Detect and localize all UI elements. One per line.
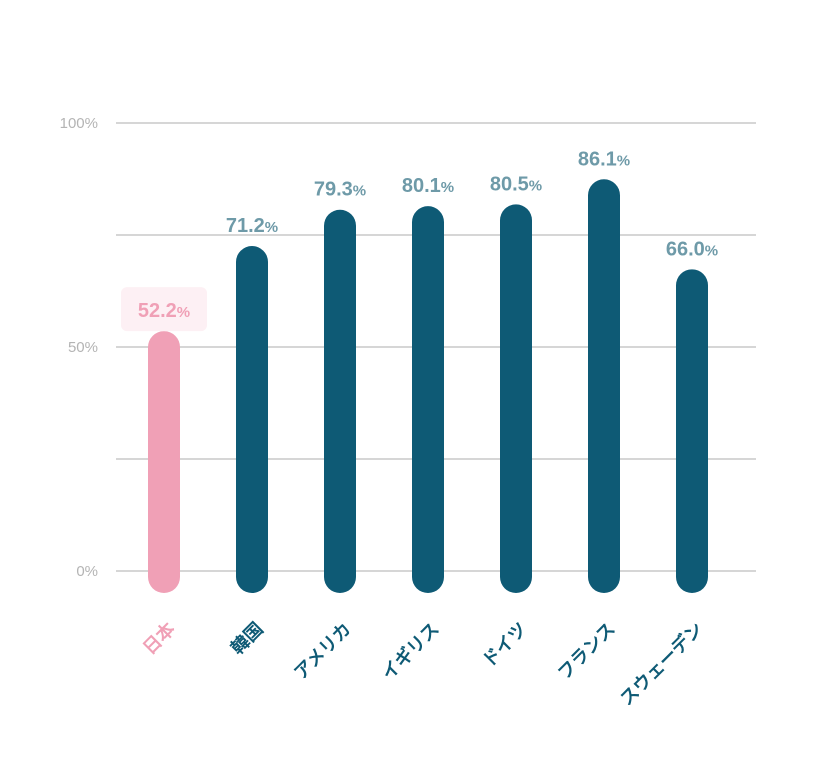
bar: [588, 179, 620, 593]
bar: [236, 246, 268, 594]
value-label: 71.2%: [226, 215, 278, 237]
bar: [324, 209, 356, 593]
value-label-unit: %: [617, 152, 630, 169]
value-label: 52.2%: [138, 300, 190, 322]
value-label: 80.5%: [490, 173, 542, 195]
value-label: 79.3%: [314, 179, 366, 201]
value-label-number: 80.1: [402, 175, 441, 197]
value-label-unit: %: [441, 179, 454, 196]
y-axis-ticks: 100% 50% 0%: [60, 115, 98, 580]
value-label-unit: %: [705, 242, 718, 259]
y-tick-label: 0%: [76, 563, 98, 580]
value-label-unit: %: [177, 304, 190, 321]
value-label-unit: %: [353, 183, 366, 200]
category-label: イギリス: [378, 619, 444, 685]
bar: [676, 269, 708, 593]
bar: [148, 331, 180, 593]
value-label-number: 86.1: [578, 148, 617, 170]
value-label: 80.1%: [402, 175, 454, 197]
category-label: スウェーデン: [616, 618, 708, 710]
value-labels: 52.2%71.2%79.3% 80.1% 80.5%86.1%66.0%: [121, 148, 718, 332]
value-label-unit: %: [265, 219, 278, 236]
category-label: フランス: [554, 619, 620, 685]
value-label: 66.0%: [666, 238, 718, 260]
value-label: 86.1%: [578, 148, 630, 170]
bar: [500, 204, 532, 594]
value-label-unit: %: [529, 177, 542, 194]
value-label-number: 66.0: [666, 238, 705, 260]
value-label-number: 71.2: [226, 215, 265, 237]
bars: [148, 179, 708, 594]
value-label-number: 52.2: [138, 300, 177, 322]
y-tick-label: 50%: [68, 339, 98, 356]
bar: [412, 206, 444, 594]
category-label: 韓国: [227, 618, 268, 659]
y-tick-label: 100%: [60, 115, 98, 132]
category-label: 日本: [139, 618, 180, 659]
value-label-number: 80.5: [490, 173, 529, 195]
category-label: ドイツ: [479, 619, 532, 672]
value-label-badge: [121, 287, 207, 332]
category-label: アメリカ: [290, 619, 355, 684]
value-label-number: 79.3: [314, 179, 353, 201]
